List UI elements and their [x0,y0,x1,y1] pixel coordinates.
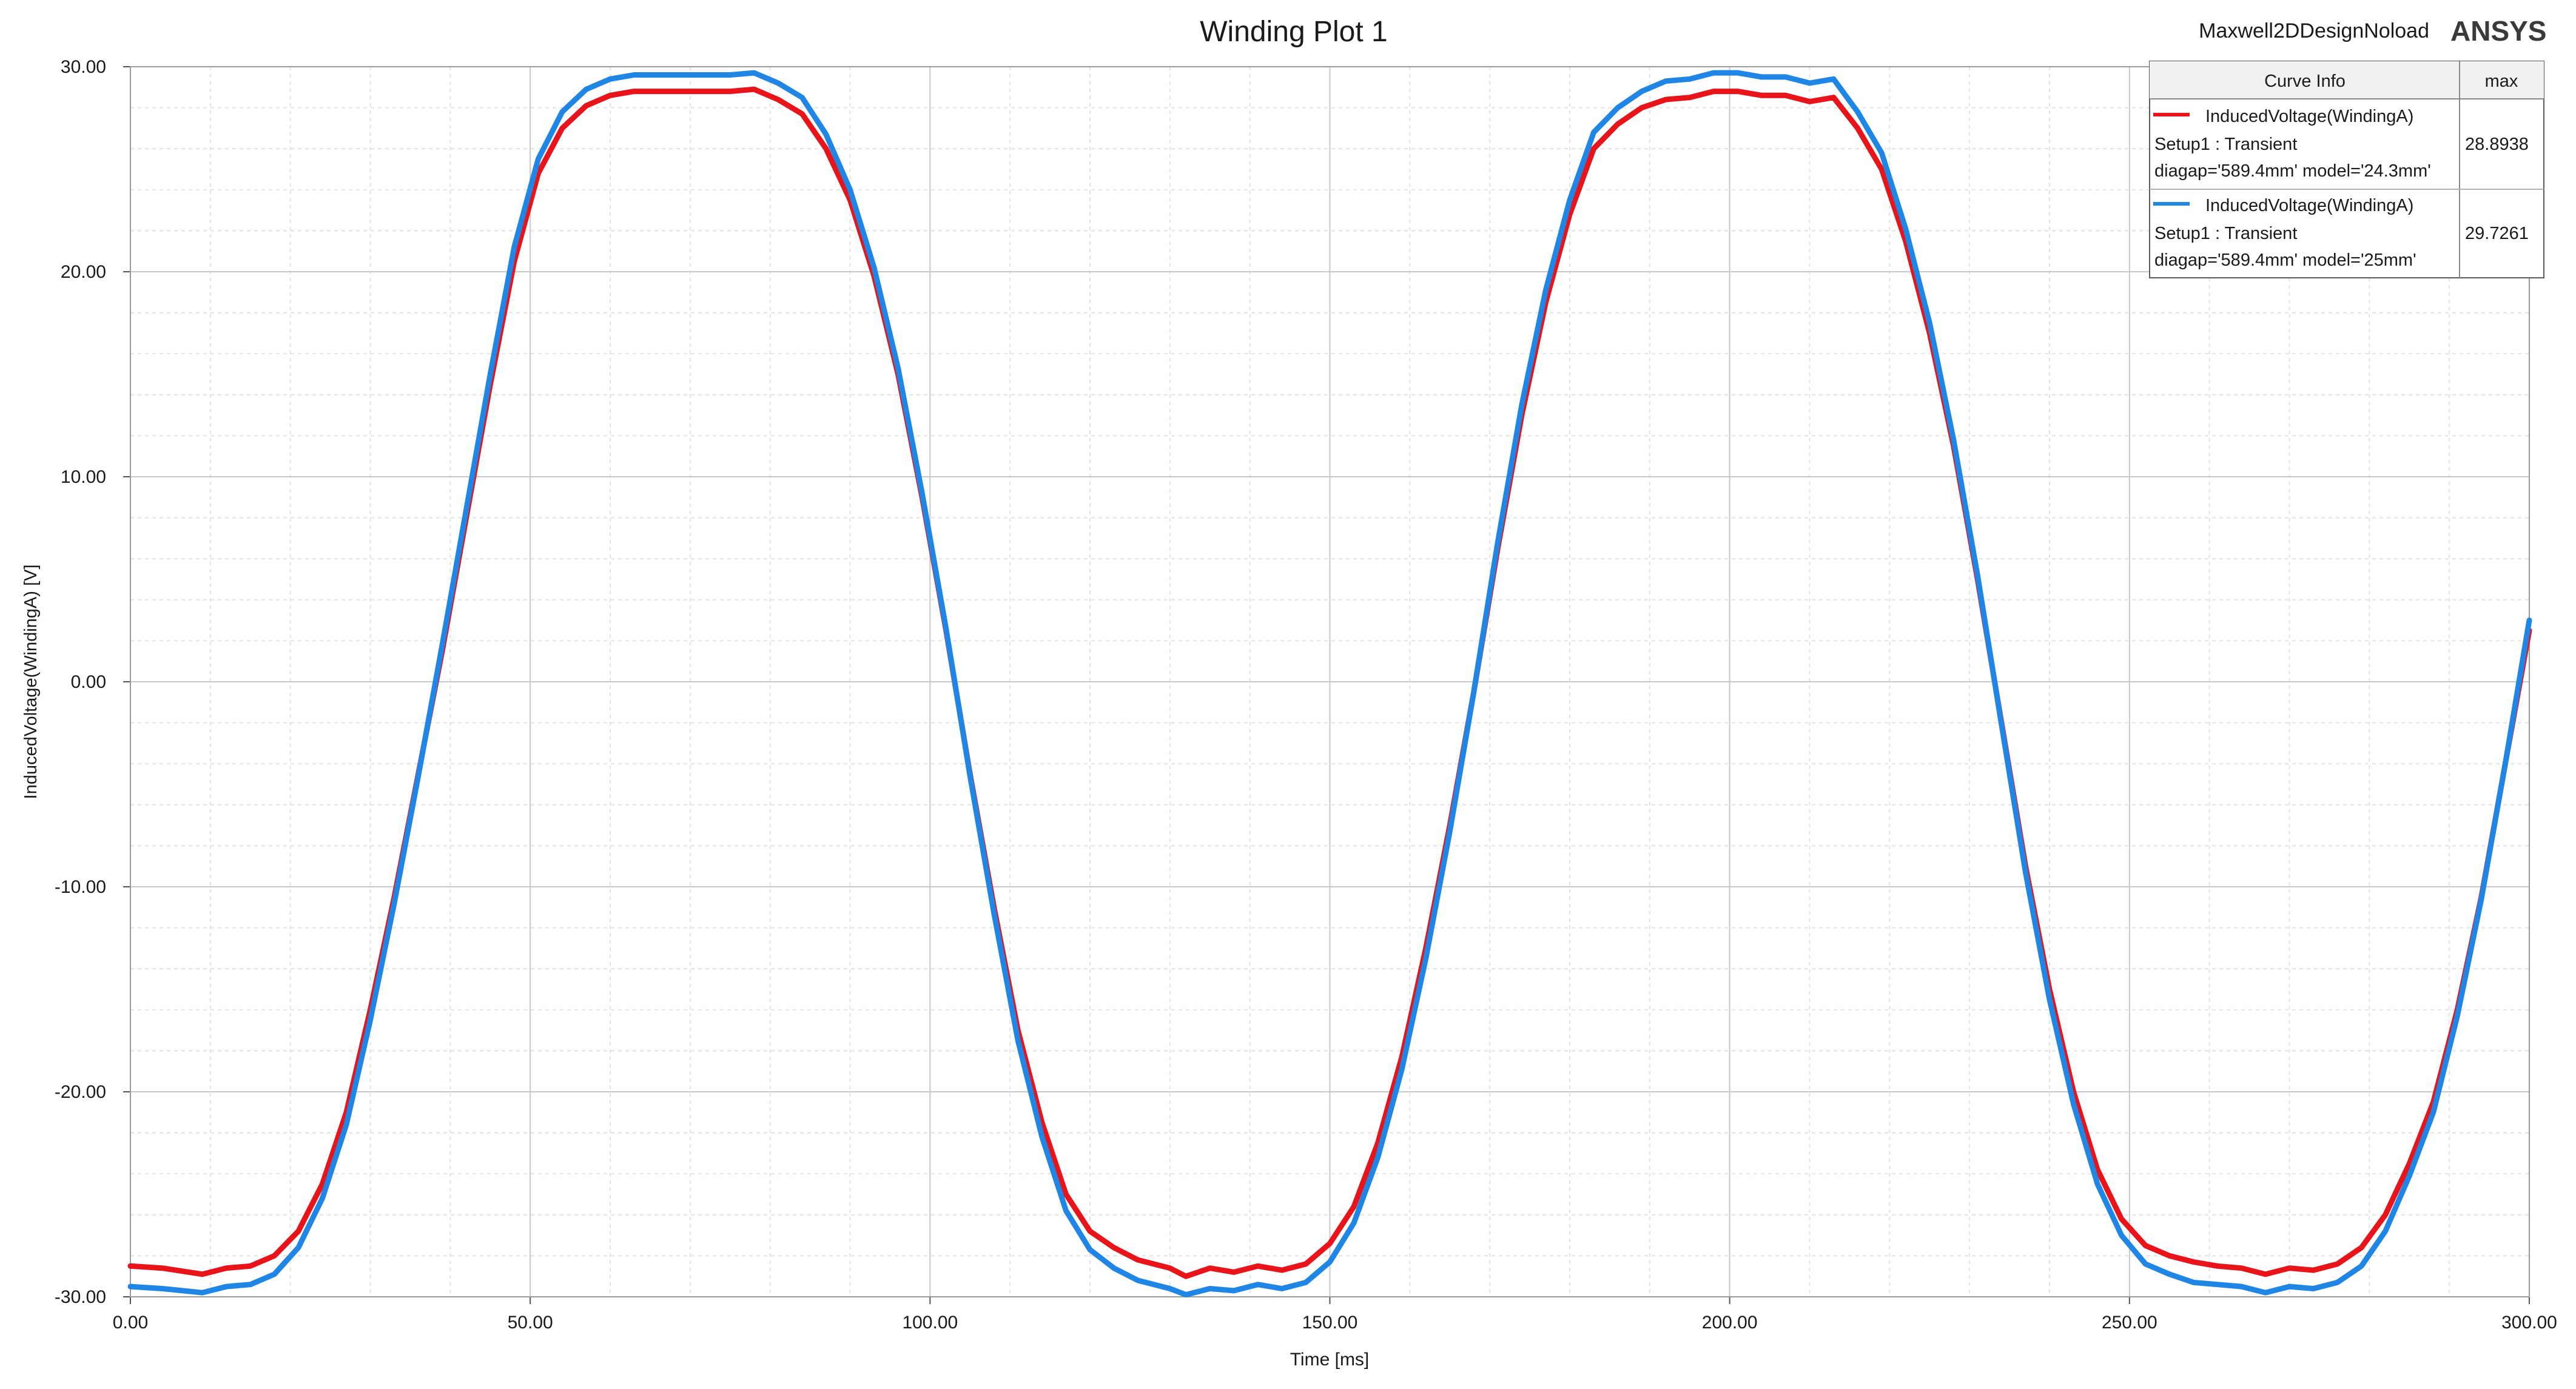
x-axis-label: Time [ms] [1290,1350,1370,1370]
x-tick-label: 0.00 [113,1313,148,1333]
legend-header-curve-info: Curve Info [2264,72,2346,91]
y-tick-labels: 30.00 20.00 10.00 0.00 -10.00 -20.00 -30.00 [55,57,106,1307]
x-tick-label: 250.00 [2102,1313,2157,1333]
y-tick-label: 0.00 [71,672,106,692]
x-tick-label: 150.00 [1302,1313,1358,1333]
legend-entry-name: InducedVoltage(WindingA) [2205,196,2413,215]
y-tick-label: -10.00 [55,877,106,897]
y-tick-label: -20.00 [55,1082,106,1102]
legend-entry-max: 28.8938 [2465,135,2529,154]
legend-entry-params: diagap='589.4mm' model='24.3mm' [2154,161,2431,181]
x-tick-label: 100.00 [902,1313,958,1333]
legend-entry-setup: Setup1 : Transient [2154,224,2297,243]
y-tick-label: -30.00 [55,1287,106,1307]
legend-entry[interactable]: InducedVoltage(WindingA) Setup1 : Transi… [2153,107,2529,181]
y-tick-label: 10.00 [61,467,106,487]
legend-entry-setup: Setup1 : Transient [2154,135,2297,154]
legend-entry-params: diagap='589.4mm' model='25mm' [2154,251,2416,270]
legend-box[interactable]: Curve Info max InducedVoltage(WindingA) … [2149,61,2544,278]
x-tick-label: 50.00 [508,1313,553,1333]
legend-header-background [2150,61,2544,99]
y-axis-label: InducedVoltage(WindingA) [V] [21,565,41,799]
x-tick-label: 200.00 [1702,1313,1758,1333]
legend-header-max: max [2485,72,2518,91]
plot-frame [130,66,2530,1297]
chart-title: Winding Plot 1 [1200,16,1388,48]
x-tick-label: 300.00 [2501,1313,2557,1333]
x-tick-labels: 0.00 50.00 100.00 150.00 200.00 250.00 300.00 [113,1313,2557,1333]
series-line-model-24-3mm[interactable] [127,86,2532,1279]
series-line-model-25mm[interactable] [127,70,2532,1298]
y-tick-label: 20.00 [61,262,106,282]
legend-entry[interactable]: InducedVoltage(WindingA) Setup1 : Transi… [2153,196,2529,270]
legend-entry-max: 29.7261 [2465,224,2529,243]
legend-entry-name: InducedVoltage(WindingA) [2205,107,2413,126]
y-tick-label: 30.00 [61,57,106,77]
ansys-logo: ANSYS [2450,15,2546,47]
design-name-label: Maxwell2DDesignNoload [2199,19,2429,42]
series-layer [127,70,2532,1298]
